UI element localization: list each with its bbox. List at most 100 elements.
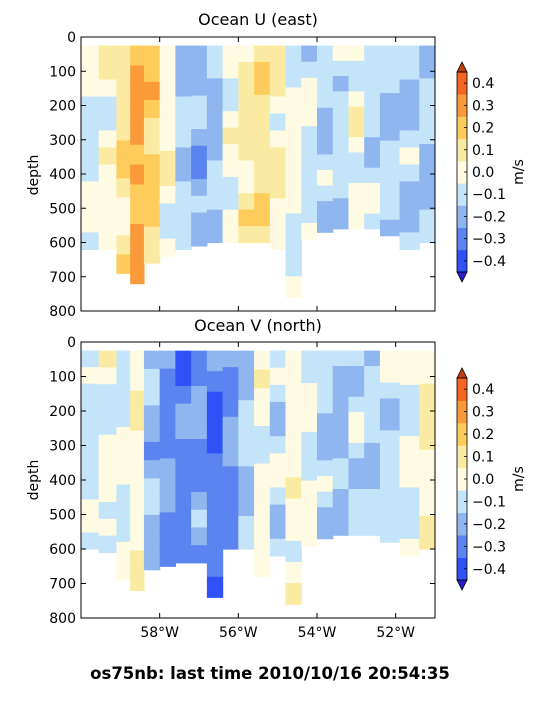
profile-cell [191, 492, 208, 511]
profile-cell [379, 382, 401, 400]
profile-cell [191, 179, 208, 197]
profile-cell [332, 121, 350, 138]
profile-cell [98, 485, 117, 503]
colorbar: −0.4 −0.3 −0.2 −0.1 0.0 0.1 0.2 0.3 0.4 m/s [456, 61, 527, 283]
profile-cell [143, 226, 161, 246]
colorbar-tick-label: −0.4 [472, 254, 506, 270]
profile-cell [81, 79, 100, 98]
profile-cell [191, 350, 208, 369]
profile-cell [159, 440, 176, 460]
profile-cell [348, 381, 365, 398]
profile-cell [159, 238, 176, 257]
profile-cell [222, 61, 239, 79]
profile-cell [364, 213, 381, 230]
profile-cell [175, 509, 192, 529]
profile-cell [379, 108, 401, 126]
profile-cell [254, 538, 271, 559]
profile-cell [238, 78, 255, 96]
profile-cell [116, 140, 131, 161]
profile-cell [254, 176, 271, 194]
profile-cell [332, 396, 350, 413]
profile-cell [285, 129, 302, 152]
profile-cell [301, 529, 318, 547]
profile-cell [379, 462, 401, 479]
profile-cell [317, 216, 334, 233]
y-axis-label: depth [26, 155, 42, 196]
colorbar-label: m/s [511, 466, 527, 492]
profile-cell [332, 381, 350, 398]
profile-column [332, 45, 350, 230]
y-axis-label: depth [26, 460, 42, 501]
profile-cell [269, 538, 287, 557]
profile-cell [175, 492, 192, 511]
profile-cell [317, 460, 334, 477]
profile-cell [98, 518, 117, 537]
profile-cell [159, 530, 176, 549]
profile-cell [254, 388, 271, 408]
profile-cell [419, 209, 435, 227]
profile-cell [419, 532, 435, 550]
profile-cell [332, 91, 350, 108]
profile-cell [191, 385, 208, 405]
profile-column [175, 45, 192, 250]
profile-cell [206, 556, 224, 578]
profile-column [159, 350, 176, 567]
profile-cell [317, 366, 334, 383]
profile-cell [364, 442, 381, 459]
profile-cell [332, 442, 350, 459]
profile-cell [332, 473, 350, 490]
profile-cell [143, 136, 161, 155]
profile-cell [222, 193, 239, 211]
profile-cell [301, 77, 318, 95]
profile-cell [285, 435, 302, 457]
profile-column [399, 350, 420, 557]
profile-cell [419, 383, 435, 401]
profile-cell [285, 414, 302, 436]
profile-cell [348, 458, 365, 475]
profile-cell [175, 439, 192, 458]
profile-cell [285, 87, 302, 110]
profile-cell [222, 466, 239, 484]
profile-cell [285, 234, 302, 256]
profile-cell [98, 147, 117, 166]
profile-cell [159, 45, 176, 64]
profile-cell [81, 181, 100, 199]
profile-cell [379, 45, 401, 62]
profile-cell [130, 350, 145, 372]
data-field [81, 350, 435, 605]
profile-cell [317, 138, 334, 156]
colorbar-tick-label: −0.3 [472, 232, 506, 248]
profile-cell [143, 45, 161, 65]
profile-cell [379, 61, 401, 78]
profile-cell [175, 164, 192, 183]
colorbar-tick-label: 0.0 [472, 472, 494, 488]
profile-cell [379, 350, 401, 368]
profile-cell [130, 164, 145, 186]
profile-cell [238, 45, 255, 63]
profile-cell [269, 436, 287, 454]
profile-cell [98, 501, 117, 520]
profile-cell [222, 515, 239, 534]
profile-cell [317, 76, 334, 93]
profile-cell [317, 45, 334, 62]
profile-column [285, 350, 302, 605]
profile-cell [269, 130, 287, 149]
y-tick-label: 800 [49, 304, 76, 320]
profile-column [419, 350, 435, 550]
profile-cell [206, 576, 224, 598]
profile-column [399, 45, 420, 250]
profile-cell [269, 453, 287, 471]
profile-cell [348, 489, 365, 506]
y-tick-label: 0 [67, 30, 76, 46]
profile-cell [301, 464, 318, 482]
colorbar-tick-label: −0.2 [472, 209, 506, 225]
profile-cell [175, 181, 192, 199]
profile-cell [254, 501, 271, 521]
profile-cell [419, 176, 435, 194]
profile-cell [399, 147, 420, 166]
profile-cell [206, 350, 224, 372]
profile-cell [379, 124, 401, 142]
profile-cell [364, 121, 381, 138]
profile-cell [301, 45, 318, 63]
profile-cell [159, 63, 176, 82]
